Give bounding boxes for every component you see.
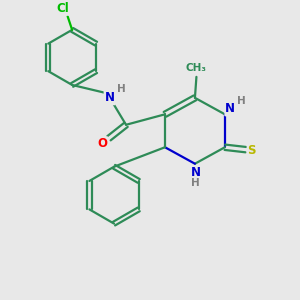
Text: Cl: Cl [57,2,70,15]
Text: N: N [190,166,200,179]
Text: N: N [225,102,235,116]
Text: CH₃: CH₃ [186,64,207,74]
Text: O: O [97,137,107,150]
Text: S: S [248,144,256,157]
Text: H: H [191,178,200,188]
Text: H: H [117,84,125,94]
Text: H: H [237,96,246,106]
Text: N: N [105,91,115,104]
